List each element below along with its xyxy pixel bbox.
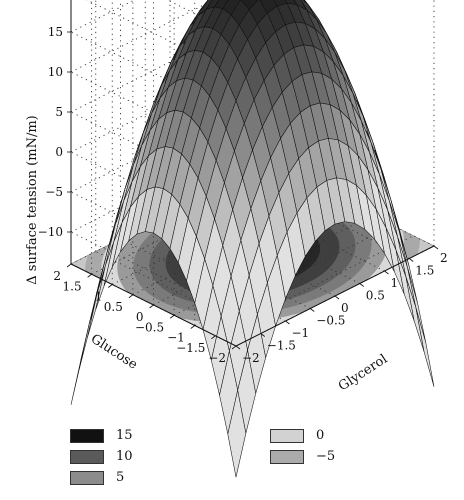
x-tick-mark	[433, 245, 439, 250]
grid-line	[70, 163, 270, 265]
grid-line	[112, 184, 311, 285]
y-tick-mark	[211, 335, 216, 340]
z-tick-label: 0	[55, 145, 63, 159]
x-tick-label: 1	[391, 276, 399, 290]
grid-line	[70, 131, 270, 233]
y-tick-mark	[169, 314, 175, 319]
y-axis-label: Glucose	[88, 332, 140, 373]
y-tick-mark	[66, 263, 72, 268]
y-tick-label: 1	[95, 290, 103, 304]
z-tick-label: 10	[48, 65, 63, 79]
y-tick-mark	[149, 304, 154, 309]
x-tick-mark	[409, 258, 414, 262]
x-tick-label: −1.5	[267, 339, 296, 353]
grid-line	[153, 204, 352, 306]
y-tick-label: −2	[208, 351, 226, 365]
y-tick-mark	[231, 345, 237, 350]
surface-facet	[214, 0, 229, 10]
surface-facet	[205, 0, 220, 10]
x-axis-label: Glycerol	[336, 352, 390, 395]
z-tick-label: 15	[48, 25, 63, 39]
x-tick-label: 0.5	[366, 289, 385, 303]
z-tick-label: −10	[38, 225, 63, 239]
y-tick-mark	[190, 325, 195, 329]
x-tick-label: 1.5	[415, 264, 434, 278]
x-tick-label: −2	[242, 351, 260, 365]
z-tick-label: −5	[45, 185, 63, 199]
grid-line	[70, 0, 136, 33]
x-tick-mark	[260, 333, 265, 337]
x-tick-label: 0	[341, 301, 349, 315]
surface-facet	[415, 307, 435, 387]
x-tick-mark	[359, 283, 364, 287]
x-tick-mark	[334, 295, 340, 300]
y-tick-label: −0.5	[135, 320, 164, 334]
grid-line	[91, 173, 290, 275]
y-tick-mark	[87, 273, 92, 278]
response-surface	[70, 0, 435, 478]
z-axis-label: Δ surface tension (mN/m)	[25, 115, 40, 284]
y-tick-label: 0	[136, 310, 144, 324]
surface-facet	[405, 276, 425, 352]
grid-line	[70, 51, 270, 153]
x-tick-mark	[285, 320, 290, 325]
y-tick-label: −1	[167, 331, 185, 345]
y-tick-label: 1.5	[63, 279, 82, 293]
grid-line	[132, 194, 332, 296]
y-tick-label: 0.5	[104, 300, 123, 314]
y-tick-label: 2	[53, 269, 61, 283]
y-tick-mark	[128, 294, 134, 299]
tick-labels: −2−1.5−1−0.500.511.52−2−1.5−1−0.500.511.…	[38, 25, 448, 365]
grid-line	[70, 11, 270, 113]
x-tick-mark	[235, 345, 241, 350]
x-tick-mark	[384, 270, 389, 275]
surface-facet	[197, 0, 213, 16]
grid-line	[70, 91, 270, 193]
grid-line	[70, 0, 215, 73]
y-tick-label: −1.5	[176, 341, 205, 355]
x-tick-mark	[310, 308, 315, 312]
x-tick-label: −1	[292, 326, 310, 340]
x-tick-label: −0.5	[316, 314, 345, 328]
y-tick-mark	[108, 284, 113, 288]
x-tick-label: 2	[440, 251, 448, 265]
z-tick-label: 5	[55, 105, 63, 119]
